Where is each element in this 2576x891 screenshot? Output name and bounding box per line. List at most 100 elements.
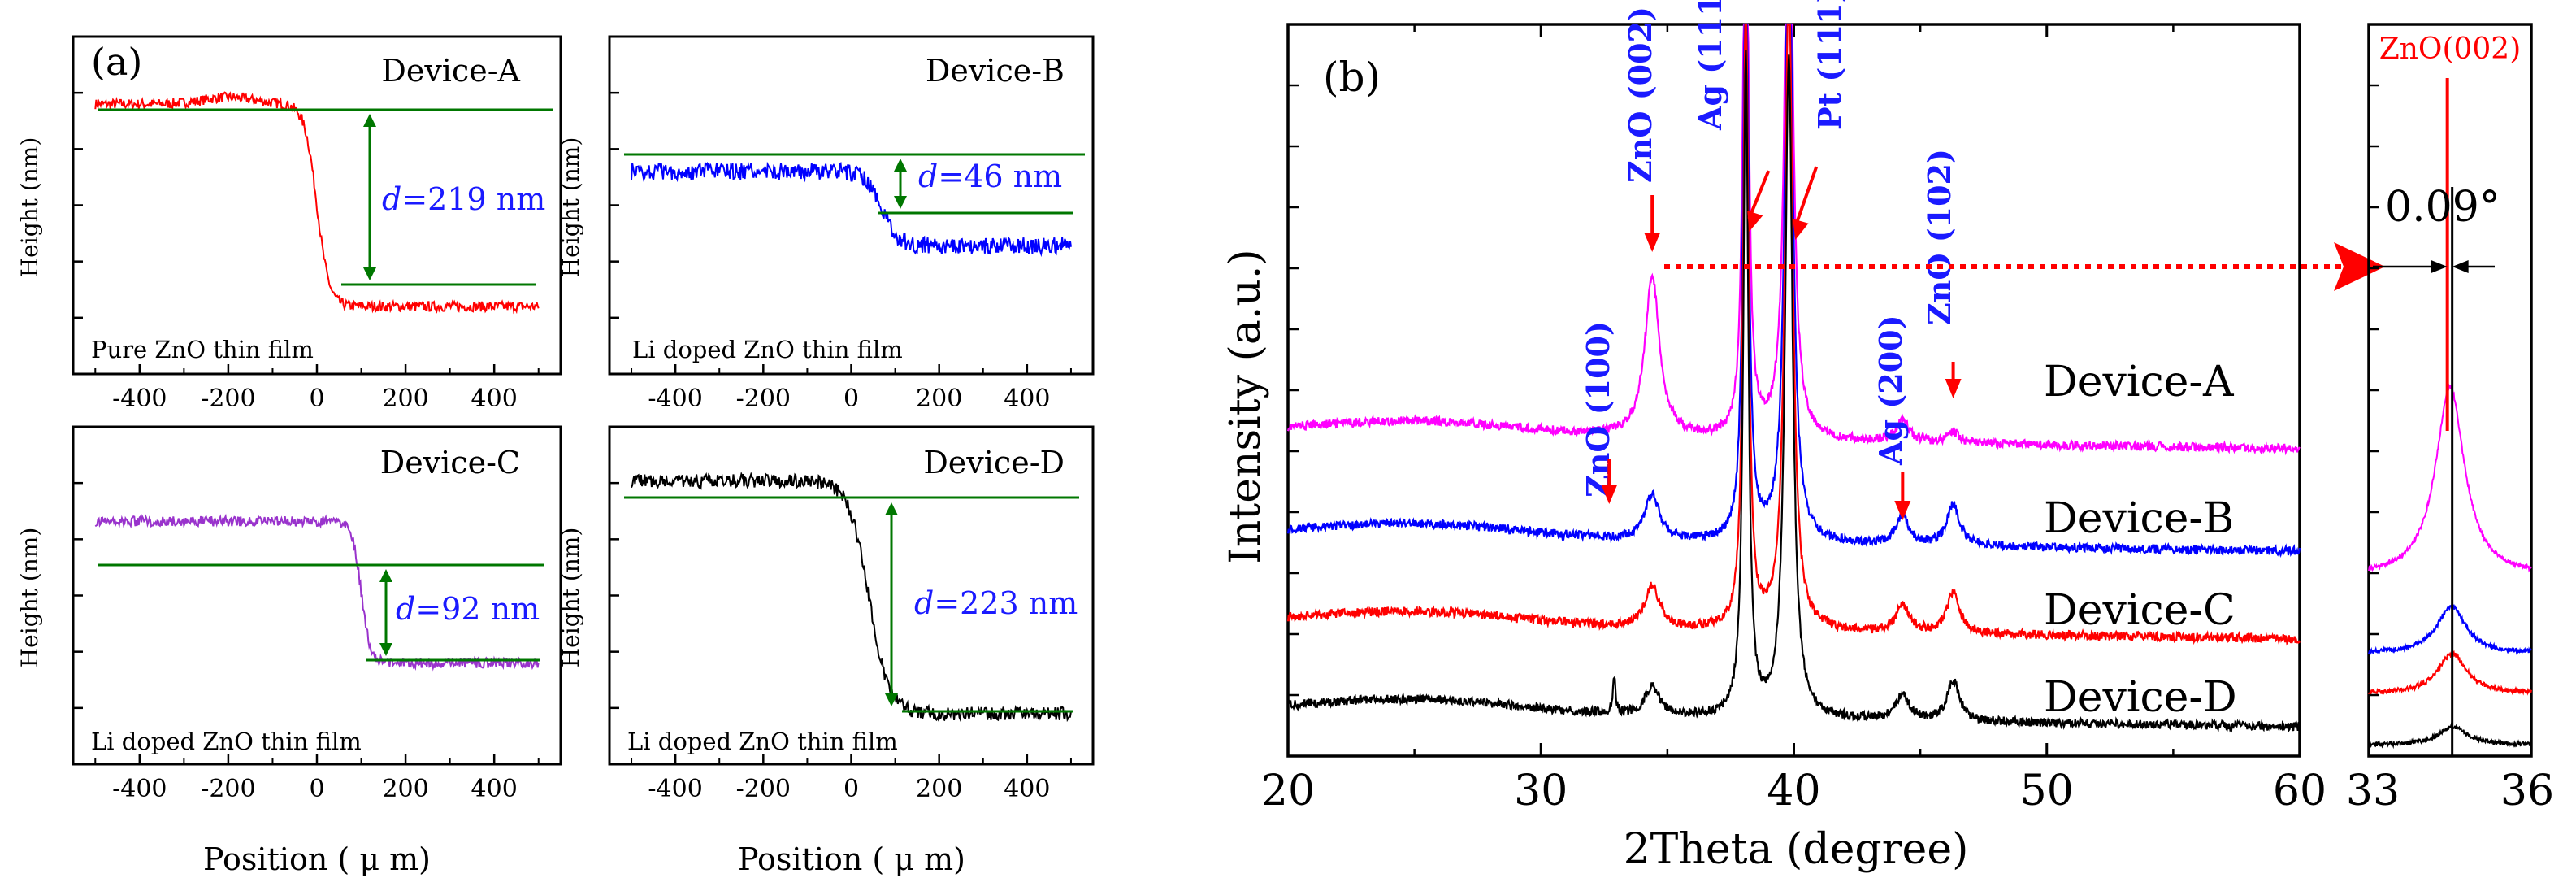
reference-lines	[98, 108, 1085, 713]
zoom-shift-arrows	[2373, 260, 2495, 273]
zoom-ticks: 33 36	[2346, 84, 2554, 815]
xrd-peak-annotations: ZnO (100)ZnO (002) Ag (111) Pt (111)Ag (20…	[1580, 0, 1962, 520]
thickness-arrowhead-up	[885, 502, 898, 515]
peak-label: ZnO (102)	[1921, 149, 1958, 325]
panel-b-label: (b)	[1323, 54, 1381, 101]
x-tick-label: 400	[1004, 775, 1050, 803]
peak-arrowhead	[1601, 485, 1618, 504]
x-tick-label: 0	[843, 385, 859, 413]
peak-label: Pt (111)	[1811, 0, 1848, 130]
peak-arrow-shaft	[1793, 166, 1819, 228]
step-trace-path-b	[631, 161, 1072, 258]
film-c-label: Li doped ZnO thin film	[91, 728, 362, 755]
xrd-traces	[1286, 23, 2301, 733]
ylabel-d: Height (nm)	[557, 528, 584, 667]
thickness-arrowhead-down	[379, 643, 392, 656]
xrd-trace-device-a	[1286, 23, 2301, 456]
xrd-trace-device-c	[1286, 23, 2301, 646]
x-tick-label: 0	[843, 775, 859, 803]
zoom-shift-label: 0.09°	[2385, 183, 2500, 232]
zoom-title: ZnO(002)	[2379, 33, 2522, 66]
thickness-arrowhead-down	[363, 267, 376, 280]
xlabel-right: Position ( μ m)	[738, 841, 965, 877]
peak-label: ZnO (002)	[1622, 7, 1659, 183]
thickness-arrowhead-up	[379, 569, 392, 582]
film-d-label: Li doped ZnO thin film	[627, 728, 898, 755]
film-a-label: Pure ZnO thin film	[91, 336, 314, 363]
step-trace-path-c	[94, 513, 540, 672]
peak-arrowhead	[1793, 219, 1809, 240]
x-tick-label: 400	[471, 775, 518, 803]
ylabel-c: Height (nm)	[16, 528, 43, 667]
xrd-label-device-b: Device-B	[2044, 494, 2234, 543]
xlabel-left: Position ( μ m)	[203, 841, 431, 877]
peak-arrow-shaft	[1747, 170, 1771, 219]
x-tick-label: 200	[916, 385, 962, 413]
xrd-label-device-d: Device-D	[2044, 673, 2237, 722]
xrd-xlabel: 2Theta (degree)	[1624, 825, 1969, 874]
xrd-ylabel: Intensity (a.u.)	[1221, 249, 1270, 563]
x-tick-label: -200	[736, 385, 791, 413]
step-trace-device-b	[631, 161, 1072, 258]
zoom-x-tick-label: 33	[2346, 767, 2400, 815]
thickness-d-label: d=223 nm	[914, 585, 1078, 621]
x-tick-label: -400	[648, 385, 702, 413]
thickness-arrowhead-up	[894, 159, 907, 172]
zoom-trace	[2368, 383, 2532, 573]
step-trace-device-d	[631, 471, 1072, 723]
thickness-a-label: d=219 nm	[382, 181, 545, 217]
panel-a-step-profiles: (a) Device-A Device-B Device-C Device-D	[16, 35, 1095, 877]
x-tick-label: 200	[382, 385, 428, 413]
panel-b-xrd: (b) 20 30 40 50 60 ZnO (100)ZnO (002) Ag (111…	[1221, 0, 2385, 874]
device-a-label: Device-A	[381, 53, 520, 89]
step-trace-device-c	[94, 513, 540, 672]
film-b-label: Li doped ZnO thin film	[632, 336, 903, 363]
panel-zoom-zno002: ZnO(002) 33 36 0.09°	[2346, 23, 2554, 815]
thickness-b-label: d=46 nm	[918, 159, 1062, 194]
x-tick-label: 0	[309, 775, 324, 803]
peak-label: Ag (111)	[1692, 0, 1728, 131]
ylabel-a: Height (nm)	[16, 137, 43, 277]
zoom-frame	[2367, 23, 2533, 758]
panel-a-ticks: -400 -200 0 200 400 -400 -200 0 200 400 -400 -200 0 2…	[73, 91, 1072, 803]
thickness-c-label: d=92 nm	[396, 591, 540, 627]
thickness-arrowhead-down	[885, 693, 898, 706]
thickness-arrows	[363, 114, 907, 706]
device-c-label: Device-C	[380, 445, 520, 480]
peak-arrowhead	[1644, 233, 1661, 252]
x-tick-label: -200	[201, 775, 255, 803]
x-tick-label: -200	[201, 385, 255, 413]
x-tick-label: -400	[112, 775, 167, 803]
xrd-x-tick-label: 40	[1767, 767, 1820, 815]
peak-label: Ag (200)	[1872, 315, 1909, 466]
x-tick-label: 0	[309, 385, 324, 413]
zoom-trace	[2368, 649, 2532, 696]
device-d-label: Device-D	[923, 445, 1065, 480]
xrd-label-device-c: Device-C	[2044, 586, 2236, 635]
step-trace-path-a	[94, 91, 540, 315]
step-trace-path-d	[631, 471, 1072, 723]
x-tick-label: 400	[471, 385, 518, 413]
shift-arrowhead-right	[2452, 260, 2469, 273]
xrd-x-tick-label: 20	[1261, 767, 1315, 815]
x-tick-label: -400	[648, 775, 702, 803]
x-tick-label: 200	[916, 775, 962, 803]
panel-a-label: (a)	[91, 40, 142, 84]
xrd-label-device-a: Device-A	[2044, 358, 2235, 406]
x-tick-label: -200	[736, 775, 791, 803]
zoom-x-tick-label: 36	[2500, 767, 2554, 815]
zoom-traces	[2368, 383, 2532, 750]
zoom-trace	[2368, 722, 2532, 750]
xrd-x-tick-label: 60	[2273, 767, 2327, 815]
thickness-arrowhead-down	[894, 196, 907, 209]
ylabel-b: Height (nm)	[557, 137, 584, 277]
xrd-trace-device-d	[1286, 50, 2301, 733]
thickness-arrowhead-up	[363, 114, 376, 127]
device-b-label: Device-B	[926, 53, 1065, 89]
x-tick-label: 200	[382, 775, 428, 803]
xrd-trace-device-b	[1286, 23, 2301, 559]
peak-arrowhead	[1747, 211, 1763, 232]
peak-arrowhead	[1894, 501, 1911, 520]
x-tick-label: 400	[1004, 385, 1050, 413]
